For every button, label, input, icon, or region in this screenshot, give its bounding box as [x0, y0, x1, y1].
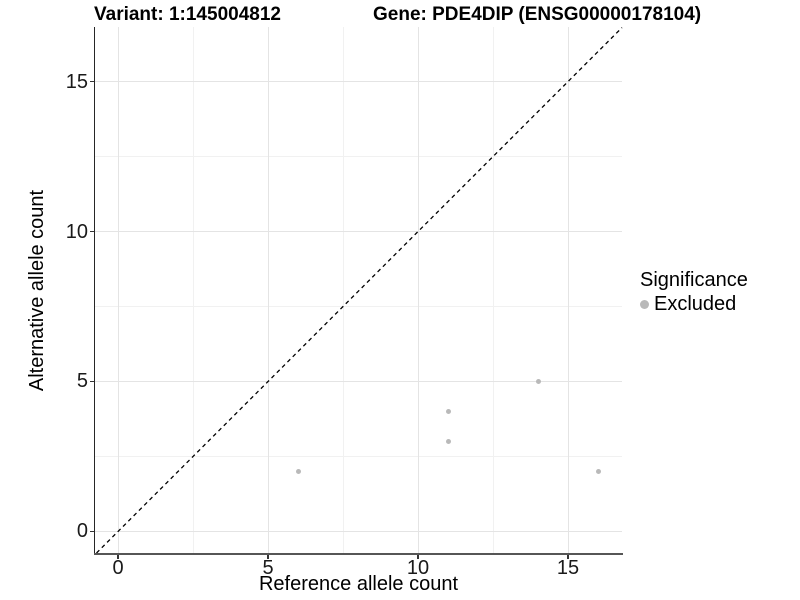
- v-gridline: [492, 27, 494, 553]
- x-tick-mark: [117, 555, 119, 559]
- data-point: [595, 468, 601, 474]
- h-gridline: [95, 305, 622, 307]
- x-tick-mark: [417, 555, 419, 559]
- y-axis-line: [93, 27, 95, 555]
- data-point: [445, 438, 451, 444]
- gene-title: Gene: PDE4DIP (ENSG00000178104): [373, 4, 702, 25]
- data-point: [295, 468, 301, 474]
- excluded-dot-icon: [640, 300, 649, 309]
- x-tick-mark: [267, 555, 269, 559]
- h-gridline: [95, 380, 622, 382]
- x-tick-label: 15: [556, 557, 580, 579]
- data-point: [535, 378, 541, 384]
- h-gridline: [95, 156, 622, 158]
- y-tick-mark: [89, 230, 94, 233]
- plot-panel: [95, 27, 623, 554]
- h-gridline: [95, 231, 622, 233]
- x-tick-label: 0: [112, 557, 124, 579]
- h-gridline: [95, 530, 622, 532]
- v-gridline: [417, 27, 419, 553]
- x-tick-label: 5: [262, 557, 274, 579]
- data-point: [445, 408, 451, 414]
- x-axis-title: Reference allele count: [258, 573, 458, 595]
- x-axis-line: [93, 553, 623, 555]
- y-tick-label: 15: [65, 70, 88, 93]
- legend-item-excluded: Excluded: [640, 293, 748, 316]
- v-gridline: [342, 27, 344, 553]
- identity-dashed-line: [96, 27, 623, 554]
- h-gridline: [95, 81, 622, 83]
- y-tick-mark: [89, 80, 94, 83]
- h-gridline: [95, 455, 622, 457]
- v-gridline: [117, 27, 119, 553]
- v-gridline: [267, 27, 269, 553]
- y-tick-mark: [89, 530, 94, 533]
- y-axis-title: Alternative allele count: [26, 189, 49, 391]
- legend: Significance Excluded: [640, 269, 748, 316]
- legend-title: Significance: [640, 269, 748, 291]
- legend-item-label: Excluded: [654, 293, 737, 315]
- variant-title: Variant: 1:145004812: [94, 4, 281, 25]
- y-tick-label: 5: [76, 370, 88, 393]
- v-gridline: [192, 27, 194, 553]
- y-tick-label: 0: [76, 520, 88, 543]
- y-tick-mark: [89, 380, 94, 383]
- x-tick-mark: [567, 555, 569, 559]
- y-tick-label: 10: [65, 220, 88, 243]
- v-gridline: [567, 27, 569, 553]
- x-tick-label: 10: [406, 557, 430, 579]
